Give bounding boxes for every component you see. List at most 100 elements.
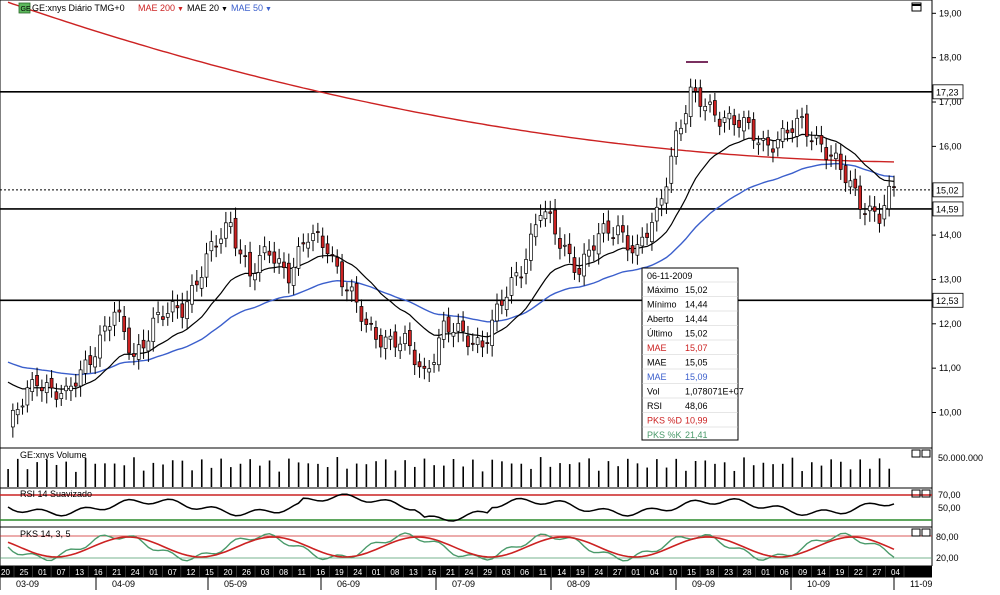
candle-body xyxy=(664,186,669,204)
candle-body xyxy=(40,387,44,392)
chevron-down-icon[interactable]: ▼ xyxy=(221,6,228,13)
volume-bar xyxy=(685,470,687,487)
volume-bar xyxy=(404,460,406,487)
day-tick: 04 xyxy=(650,568,659,577)
month-tick: 08-09 xyxy=(567,579,590,589)
candle-body xyxy=(877,213,882,224)
candle-body xyxy=(805,113,809,137)
candle-body xyxy=(427,368,432,373)
price-tick: 11,00 xyxy=(939,363,961,373)
info-label: MAE xyxy=(647,343,667,353)
candle-body xyxy=(306,241,311,249)
pks-panel[interactable] xyxy=(0,526,933,567)
day-tick: 01 xyxy=(38,568,47,577)
day-tick: 24 xyxy=(131,568,140,577)
candle-body xyxy=(340,261,344,288)
candle-body xyxy=(437,337,441,366)
candle-body xyxy=(737,119,741,128)
candle-body xyxy=(519,276,524,279)
volume-bar xyxy=(840,461,842,487)
volume-bar xyxy=(307,463,310,487)
candle-body xyxy=(78,369,83,387)
day-tick: 11 xyxy=(539,568,548,577)
level-tag-box xyxy=(932,182,964,198)
chevron-down-icon[interactable]: ▼ xyxy=(177,6,184,13)
level-tag-box xyxy=(932,201,964,217)
candle-body xyxy=(30,379,35,392)
study-mae20[interactable]: MAE 20 xyxy=(187,3,219,13)
candle-body xyxy=(795,117,800,137)
volume-bar xyxy=(84,457,87,487)
candle-body xyxy=(417,361,422,368)
candle-body xyxy=(582,253,586,277)
candle-body xyxy=(301,242,306,245)
price-tick: 19,00 xyxy=(939,8,962,18)
panel-controls[interactable] xyxy=(911,449,931,537)
candle-body xyxy=(814,135,819,139)
volume-bar xyxy=(810,462,813,487)
volume-bar xyxy=(820,465,823,487)
symbol-tag-box[interactable] xyxy=(18,2,31,14)
pks-d-line xyxy=(7,536,895,558)
volume-bar xyxy=(510,463,513,487)
level-tag: 14,59 xyxy=(936,204,959,214)
candle-body xyxy=(54,391,59,400)
info-value: 15,02 xyxy=(685,285,708,295)
volume-bar xyxy=(501,461,503,487)
candle-body xyxy=(383,336,388,349)
maximize-icon[interactable] xyxy=(911,2,922,12)
volume-bar xyxy=(791,457,794,487)
candle-body xyxy=(606,220,611,234)
volume-bar xyxy=(94,463,97,487)
day-tick: 21 xyxy=(112,568,121,577)
candle-body xyxy=(267,250,272,256)
day-tick: 01 xyxy=(631,568,640,577)
symbol-tag: GE xyxy=(21,6,31,13)
volume-bar xyxy=(142,470,145,487)
volume-bar xyxy=(578,462,581,487)
candle-body xyxy=(596,233,601,255)
candle-body xyxy=(199,277,204,289)
candle-body xyxy=(388,335,393,340)
candle-body xyxy=(466,335,470,348)
day-ticks: 20 25 01 07 13 16 21 24 01 07 12 15 20 26 03 08 11 16 19 24… xyxy=(1,566,905,577)
mae200-line xyxy=(7,1,895,163)
candle-body xyxy=(838,153,843,170)
candle-body xyxy=(848,180,853,188)
candle-body xyxy=(112,311,117,326)
day-tick: 15 xyxy=(205,568,214,577)
volume-bar xyxy=(549,466,552,487)
candle-body xyxy=(446,316,451,333)
candle-body xyxy=(761,138,766,141)
study-mae200[interactable]: MAE 200 xyxy=(138,3,175,13)
info-label: Vol xyxy=(647,387,660,397)
candle-body xyxy=(73,382,78,387)
info-value: 14,44 xyxy=(685,314,708,324)
volume-bar xyxy=(714,463,716,487)
level-lines[interactable]: 17,23 15,02 14,59 12,53 xyxy=(0,84,964,308)
chevron-down-icon[interactable]: ▼ xyxy=(265,6,272,13)
pks-k-line xyxy=(7,532,895,562)
candle-body xyxy=(59,393,64,400)
day-tick: 24 xyxy=(465,568,474,577)
volume-bar xyxy=(530,468,532,487)
study-mae50[interactable]: MAE 50 xyxy=(231,3,263,13)
rsi-panel[interactable] xyxy=(0,487,933,528)
volume-bar xyxy=(636,463,639,487)
candle-body xyxy=(403,333,407,345)
month-tick: 03-09 xyxy=(16,579,39,589)
candle-body xyxy=(727,112,732,120)
candles xyxy=(10,78,896,438)
volume-panel[interactable] xyxy=(0,447,933,489)
candle-body xyxy=(533,224,538,238)
volume-bar xyxy=(133,457,135,487)
volume-bar xyxy=(694,460,697,487)
candle-body xyxy=(640,236,645,247)
candle-body xyxy=(272,251,277,264)
candle-body xyxy=(892,186,896,188)
price-panel[interactable] xyxy=(0,0,933,449)
day-tick: 24 xyxy=(594,568,603,577)
candle-body xyxy=(809,140,814,143)
day-tick: 10 xyxy=(669,568,678,577)
